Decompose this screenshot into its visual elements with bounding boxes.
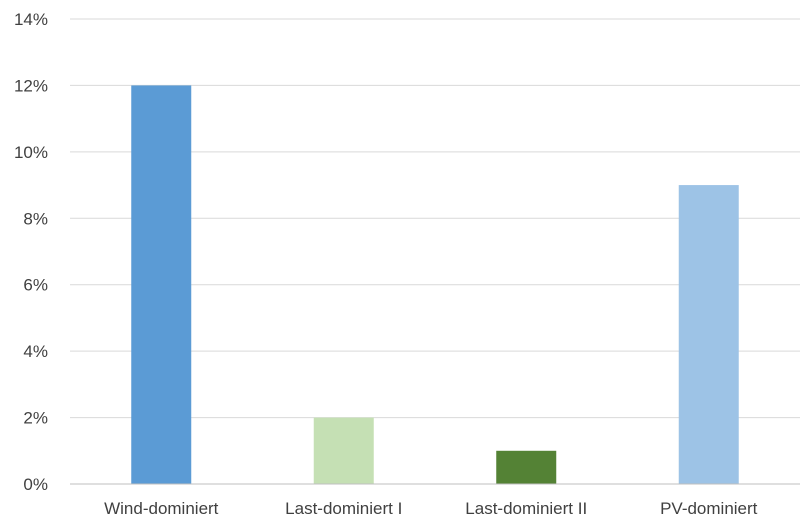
y-tick-label: 0% <box>23 475 48 494</box>
y-tick-label: 8% <box>23 209 48 228</box>
x-category-label: PV-dominiert <box>660 499 758 518</box>
y-tick-label: 10% <box>14 143 48 162</box>
y-axis-tick-labels: 0% 2% 4% 6% 8% 10% 12% 14% <box>14 10 48 494</box>
y-tick-label: 14% <box>14 10 48 29</box>
y-tick-label: 12% <box>14 76 48 95</box>
bar-wind-dominiert <box>131 85 192 484</box>
x-category-label: Wind-dominiert <box>104 499 219 518</box>
y-tick-label: 6% <box>23 276 48 295</box>
y-tick-label: 4% <box>23 342 48 361</box>
bar-last-dominiert-ii <box>496 450 557 484</box>
x-axis-category-labels: Wind-dominiert Last-dominiert I Last-domin… <box>104 499 758 518</box>
x-category-label: Last-dominiert II <box>465 499 587 518</box>
bar-pv-dominiert <box>678 185 739 485</box>
gridlines <box>70 18 800 419</box>
x-category-label: Last-dominiert I <box>285 499 402 518</box>
bars <box>131 85 739 485</box>
bar-last-dominiert-i <box>313 417 374 484</box>
y-tick-label: 2% <box>23 409 48 428</box>
